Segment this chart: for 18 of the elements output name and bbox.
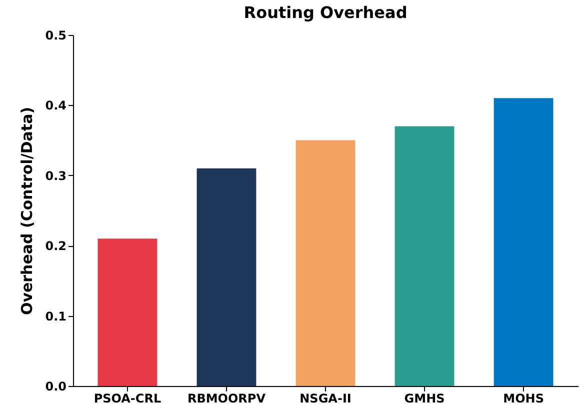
- bar: [494, 98, 554, 386]
- y-tick-label: 0.2: [45, 239, 66, 254]
- y-tick-label: 0.4: [45, 98, 66, 113]
- bar: [296, 140, 356, 386]
- chart-title: Routing Overhead: [244, 3, 408, 22]
- x-tick-label: NSGA-II: [300, 392, 352, 406]
- bar: [394, 126, 454, 386]
- y-tick-label: 0.3: [45, 168, 66, 183]
- x-tick-label: GMHS: [404, 392, 445, 406]
- bar: [196, 168, 256, 386]
- bar: [98, 238, 158, 386]
- x-tick-label: RBMOORPV: [187, 392, 266, 406]
- y-axis-title: Overhead (Control/Data): [18, 106, 36, 316]
- y-tick-label: 0.1: [45, 309, 66, 324]
- x-tick-label: MOHS: [503, 392, 544, 406]
- x-tick-label: PSOA-CRL: [94, 392, 162, 406]
- y-tick-label: 0.0: [45, 380, 66, 394]
- y-tick-label: 0.5: [45, 28, 66, 42]
